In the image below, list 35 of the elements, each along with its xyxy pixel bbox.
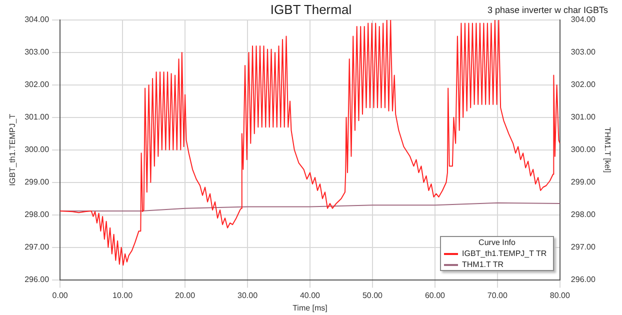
x-axis-title: Time [ms]: [292, 303, 328, 312]
chart-title: IGBT Thermal: [270, 2, 352, 17]
x-tick-label: 70.00: [487, 290, 508, 300]
x-tick-label: 30.00: [238, 290, 258, 300]
x-tick-label: 40.00: [300, 290, 321, 300]
y2-tick-label: 297.00: [570, 242, 596, 252]
y-tick-label: 301.00: [24, 112, 50, 122]
chart-subtitle: 3 phase inverter w char IGBTs: [487, 5, 608, 15]
y-tick-label: 298.00: [24, 210, 50, 220]
y-tick-label: 300.00: [24, 145, 50, 154]
x-tick-label: 60.00: [424, 290, 446, 300]
y-tick-label: 299.00: [24, 178, 50, 187]
x-tick-label: 0.00: [52, 290, 68, 300]
y-tick-label: 296.00: [24, 275, 50, 284]
y2-tick-label: 299.00: [570, 178, 596, 187]
x-tick-label: 20.00: [175, 290, 196, 300]
x-tick-label: 50.00: [362, 290, 384, 300]
legend-title: Curve Info: [478, 237, 516, 248]
x-tick-label: 80.00: [550, 290, 570, 300]
y-tick-label: 303.00: [24, 48, 50, 57]
y2-axis-title: THM1.T [kel]: [602, 127, 612, 173]
y2-tick-label: 296.00: [570, 275, 596, 284]
y2-tick-label: 303.00: [570, 48, 596, 57]
y2-tick-label: 300.00: [570, 145, 596, 154]
y2-tick-label: 302.00: [570, 80, 596, 90]
y2-tick-label: 298.00: [570, 210, 596, 220]
x-tick-label: 10.00: [112, 290, 134, 300]
legend-label: IGBT_th1.TEMPJ_T TR: [462, 249, 547, 258]
y2-tick-label: 304.00: [570, 15, 596, 24]
legend-label: THM1.T TR: [462, 260, 504, 269]
y-tick-label: 302.00: [24, 80, 50, 90]
y-tick-label: 297.00: [24, 242, 50, 252]
y-tick-label: 304.00: [24, 15, 50, 24]
y2-tick-label: 301.00: [570, 112, 596, 122]
y-axis-title: IGBT_th1.TEMPJ_T: [8, 114, 18, 186]
